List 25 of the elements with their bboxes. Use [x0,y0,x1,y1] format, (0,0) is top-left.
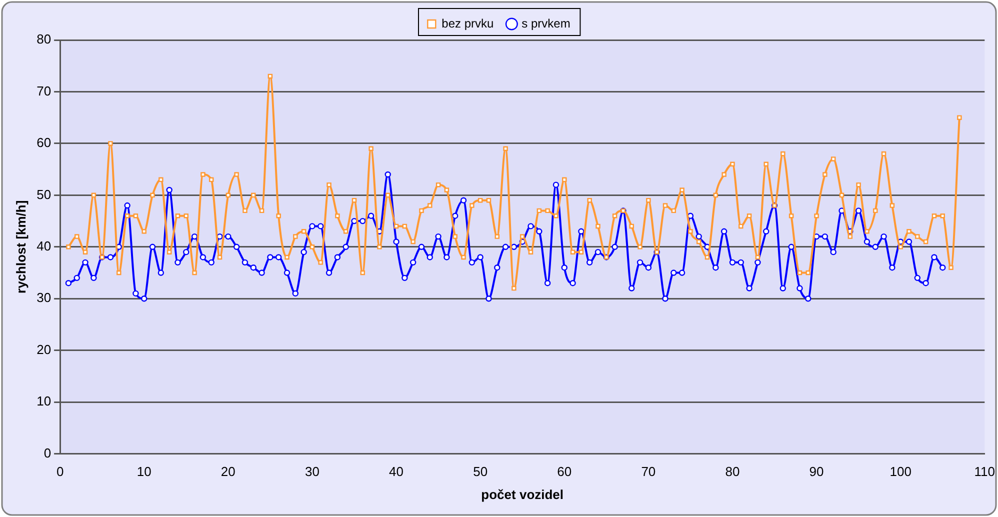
y-tick-label: 40 [36,238,52,254]
y-tick-label: 20 [36,342,52,357]
legend-label: bez prvku [442,16,494,30]
y-tick-label: 10 [36,394,52,409]
x-tick-label: 90 [809,464,824,480]
x-tick-label: 60 [557,464,572,480]
x-tick-label: 70 [641,464,656,480]
x-tick-label: 20 [220,464,236,480]
x-tick-label: 50 [473,464,488,480]
y-tick-label: 50 [36,186,52,202]
y-tick-label: 70 [36,83,52,98]
x-tick-label: 0 [56,464,64,480]
legend-label: s prvkem [522,16,570,30]
x-axis-title: počet vozidel [481,486,564,502]
x-tick-label: 10 [136,464,152,480]
x-tick-label: 80 [725,464,740,480]
y-tick-label: 80 [36,32,52,47]
y-tick-label: 60 [36,135,52,150]
x-tick-label: 40 [389,464,404,480]
y-tick-label: 0 [44,445,52,460]
y-axis-title: rychlost [km/h] [13,200,28,294]
x-tick-label: 110 [974,464,996,480]
x-tick-label: 100 [890,464,912,480]
x-tick-label: 30 [304,464,320,480]
y-tick-label: 30 [36,290,52,306]
